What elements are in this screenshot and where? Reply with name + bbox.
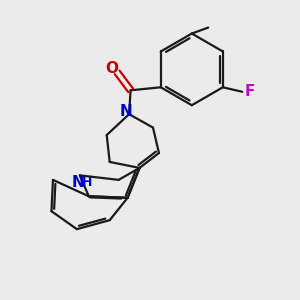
Text: O: O <box>105 61 118 76</box>
Text: N: N <box>72 175 85 190</box>
Text: H: H <box>82 176 92 189</box>
Text: N: N <box>119 104 132 119</box>
Text: F: F <box>244 84 255 99</box>
